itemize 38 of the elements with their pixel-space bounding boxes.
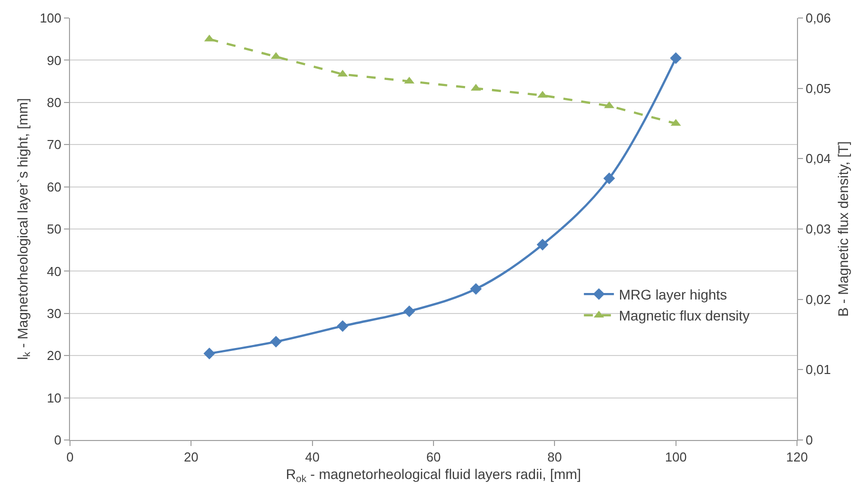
- y-tick-label: 70: [46, 137, 62, 152]
- y-tick-label: 60: [46, 179, 62, 194]
- y-tick-label: 50: [46, 222, 62, 237]
- x-tick-label: 40: [305, 450, 320, 465]
- y-tick-label: 90: [46, 52, 62, 68]
- y2-axis-title: B - Magnetic flux density, [T]: [835, 141, 852, 317]
- point: [536, 238, 548, 250]
- x-tick-label: 20: [184, 450, 198, 465]
- legend-label: Magnetic flux density: [618, 308, 750, 324]
- x-tick-label: 120: [786, 450, 808, 465]
- y-tick-label: 100: [40, 10, 62, 26]
- y2-tick-label: 0,06: [806, 10, 831, 26]
- y-tick-label: 30: [46, 306, 62, 321]
- point: [603, 172, 616, 184]
- point: [470, 283, 482, 295]
- y-tick-label: 40: [46, 264, 62, 279]
- point: [403, 305, 416, 318]
- legend-label: MRG layer hights: [618, 286, 728, 303]
- point: [270, 336, 282, 348]
- y2-tick-label: 0: [806, 432, 813, 448]
- point: [203, 348, 216, 360]
- y-tick-label: 10: [46, 390, 62, 406]
- x-tick-label: 0: [66, 450, 74, 465]
- y-tick-label: 0: [54, 432, 62, 448]
- y2-tick-label: 0,05: [806, 80, 831, 96]
- point: [404, 76, 414, 84]
- x-tick-label: 60: [426, 450, 441, 465]
- x-tick-label: 80: [547, 450, 562, 465]
- point: [336, 320, 348, 332]
- x-tick-label: 100: [664, 450, 687, 465]
- point: [670, 52, 682, 64]
- y2-tick-label: 0,01: [806, 362, 831, 378]
- x-axis-title: R$_{ok}$ - magnetorheological fluid layers radii, [mm]: [286, 466, 582, 485]
- y2-tick-label: 0,03: [806, 222, 831, 237]
- y-tick-label: 20: [46, 348, 62, 364]
- y2-tick-label: 0,02: [806, 292, 831, 307]
- y-tick-label: 80: [46, 94, 62, 110]
- y2-tick-label: 0,04: [806, 151, 831, 166]
